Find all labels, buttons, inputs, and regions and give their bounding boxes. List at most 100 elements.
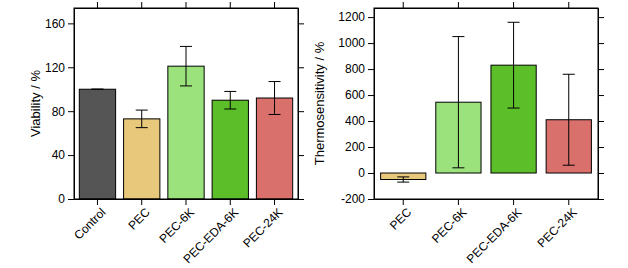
error-bar <box>397 177 409 182</box>
x-tick-mirror <box>458 2 459 8</box>
error-bar-line <box>452 167 464 168</box>
error-bar-line <box>568 74 569 165</box>
x-tick-mark <box>513 2 514 8</box>
error-bar-line <box>224 108 236 109</box>
x-tick-label: PEC-EDA-6K <box>464 205 525 266</box>
x-tick-mirror <box>141 2 142 8</box>
y-tick: 800 <box>345 62 374 76</box>
error-bar-line <box>397 182 409 183</box>
y-tick-label: 600 <box>345 88 365 102</box>
error-bar <box>508 22 520 108</box>
error-bar-line <box>508 22 520 23</box>
y-tick-label: 800 <box>345 62 365 76</box>
y-tick-mirror <box>598 199 604 200</box>
y-tick: 80 <box>52 105 74 119</box>
y-tick-mark <box>368 173 374 174</box>
y-tick: 160 <box>45 17 74 31</box>
x-tick: PEC-24K <box>240 199 285 250</box>
error-bar-line <box>136 110 148 111</box>
y-tick: 40 <box>52 148 74 162</box>
y-tick-mark <box>598 69 604 70</box>
error-bar <box>91 89 103 90</box>
error-bar-line <box>224 91 236 92</box>
y-tick-label: 160 <box>45 17 65 31</box>
y-tick-label: 1000 <box>338 36 365 50</box>
x-axis-mirror-line <box>375 8 599 9</box>
y-axis-mirror-line <box>298 9 299 200</box>
x-tick-label: PEC <box>125 205 153 233</box>
y-tick-mirror <box>598 43 604 44</box>
y-tick-mark <box>68 155 74 156</box>
y-tick-mark <box>598 43 604 44</box>
y-tick-mirror <box>598 121 604 122</box>
y-tick-label: 400 <box>345 114 365 128</box>
y-tick: 600 <box>345 88 374 102</box>
x-tick-mark <box>403 199 404 205</box>
x-tick-label: Control <box>71 205 108 242</box>
y-tick-mark <box>298 155 304 156</box>
y-tick-mark <box>598 17 604 18</box>
y-tick-mark <box>68 23 74 24</box>
error-bar-line <box>186 46 187 86</box>
y-tick-mark <box>68 111 74 112</box>
error-bar-line <box>563 74 575 75</box>
x-tick-label: PEC-6K <box>429 205 470 246</box>
x-tick-label: PEC-EDA-6K <box>180 205 241 266</box>
error-bar-line <box>269 114 281 115</box>
error-bar-line <box>274 82 275 115</box>
x-tick-mirror <box>568 2 569 8</box>
y-axis: 04080120160 <box>45 9 75 207</box>
error-bar-line <box>141 110 142 128</box>
x-tick-mark <box>274 2 275 8</box>
x-tick-mark <box>458 2 459 8</box>
y-tick-mirror <box>298 23 304 24</box>
x-axis-mirror <box>75 2 299 9</box>
y-tick-mirror <box>598 17 604 18</box>
x-tick: Control <box>71 199 108 242</box>
marks <box>79 46 292 199</box>
y-tick-label: 80 <box>52 105 66 119</box>
x-tick-mark <box>274 199 275 205</box>
y-tick-mark <box>368 17 374 18</box>
y-tick-mirror <box>598 69 604 70</box>
y-axis-title: Thermosensitivity / % <box>312 41 327 165</box>
error-bar-line <box>563 165 575 166</box>
x-tick-mirror <box>513 2 514 8</box>
plot-frame <box>374 8 598 199</box>
y-tick-label: 0 <box>358 166 365 180</box>
error-bar-line <box>269 81 281 82</box>
y-axis-mirror <box>598 9 604 200</box>
y-tick: -200 <box>341 192 374 206</box>
chart-panel: 04080120160ControlPECPEC-6KPEC-EDA-6KPEC… <box>28 2 304 266</box>
y-tick-label: 120 <box>45 61 65 75</box>
y-axis-line <box>374 9 375 200</box>
x-tick-mark <box>186 199 187 205</box>
y-tick: 200 <box>345 140 374 154</box>
error-bar <box>224 91 236 109</box>
y-tick-label: 1200 <box>338 10 365 24</box>
y-tick-mark <box>368 121 374 122</box>
x-tick: PEC-24K <box>535 199 580 250</box>
x-tick-mirror <box>186 2 187 8</box>
error-bar <box>269 82 281 115</box>
y-tick: 0 <box>358 166 374 180</box>
y-tick-mark <box>68 199 74 200</box>
error-bar <box>452 37 464 168</box>
error-bar-line <box>180 85 192 86</box>
error-bar-line <box>180 46 192 47</box>
x-tick-mark <box>97 199 98 205</box>
x-tick-mirror <box>274 2 275 8</box>
bar <box>124 119 160 199</box>
x-tick-mark <box>186 2 187 8</box>
error-bar <box>136 110 148 128</box>
y-tick-mark <box>368 199 374 200</box>
x-tick: PEC-6K <box>429 199 470 246</box>
y-tick-mark <box>598 95 604 96</box>
y-tick-mark <box>598 147 604 148</box>
y-tick-mark <box>598 173 604 174</box>
y-tick-mark <box>298 199 304 200</box>
bar <box>212 100 248 199</box>
error-bar-line <box>91 89 103 90</box>
error-bar-line <box>397 176 409 177</box>
x-tick-mark <box>230 199 231 205</box>
